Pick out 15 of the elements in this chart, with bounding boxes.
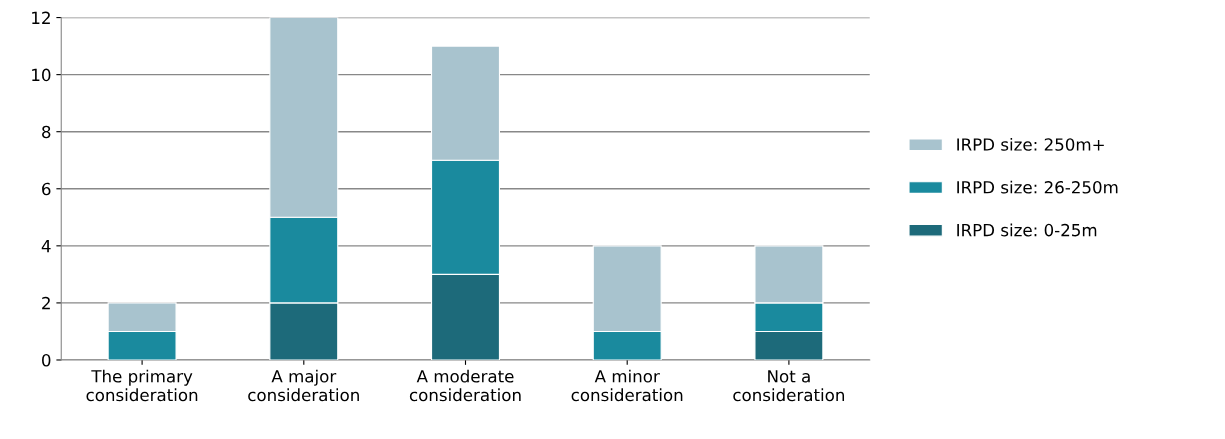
- y-tick-label: 12: [32, 11, 50, 24]
- legend-label: IRPD size: 0-25m: [957, 223, 1097, 237]
- y-tick-label: 8: [42, 125, 51, 139]
- legend-label: IRPD size: 26-250m: [957, 180, 1118, 194]
- x-tick-label: A moderate consideration: [409, 369, 521, 402]
- y-tick-label: 2: [42, 296, 50, 310]
- legend-label: IRPD size: 250m+: [957, 137, 1104, 151]
- y-tick-label: 10: [32, 68, 51, 82]
- x-tick-label: The primary consideration: [86, 369, 198, 402]
- x-tick-label: A minor consideration: [571, 369, 683, 402]
- x-tick-label: A major consideration: [248, 369, 359, 402]
- y-tick-label: 6: [42, 182, 51, 196]
- y-tick-label: 0: [42, 353, 51, 367]
- y-tick-label: 4: [41, 240, 51, 253]
- x-tick-label: Not a consideration: [733, 370, 845, 402]
